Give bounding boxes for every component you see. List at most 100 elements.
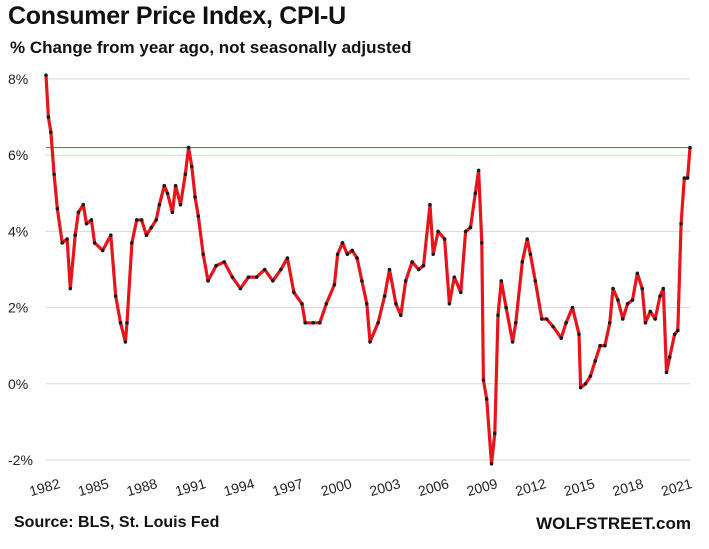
data-point (246, 275, 251, 279)
data-point (178, 202, 183, 207)
data-point (81, 202, 86, 207)
x-tick-label: 2006 (416, 475, 451, 499)
data-point (648, 309, 653, 314)
data-point (360, 279, 364, 283)
data-point (303, 321, 308, 325)
data-point (311, 321, 316, 325)
data-point (335, 252, 340, 257)
data-point (190, 164, 194, 169)
x-tick-label: 2015 (562, 475, 597, 499)
chart-title: Consumer Price Index, CPI-U (8, 2, 346, 30)
x-tick-label: 2012 (513, 475, 548, 499)
data-point (481, 378, 486, 382)
y-tick-label: 0% (8, 376, 28, 392)
data-point (436, 229, 440, 234)
data-point (499, 279, 504, 283)
data-point (458, 290, 463, 295)
data-point (92, 241, 97, 245)
chart-subtitle: % Change from year ago, not seasonally a… (10, 38, 412, 57)
data-point (65, 237, 69, 241)
data-point (410, 260, 414, 264)
data-point (661, 286, 666, 291)
data-point (442, 237, 447, 241)
data-point (528, 252, 533, 257)
x-tick-label: 1982 (27, 475, 62, 499)
data-point (480, 241, 484, 245)
data-point (625, 301, 630, 306)
data-point (616, 298, 620, 302)
data-point (340, 241, 345, 245)
data-point (100, 248, 105, 253)
data-point (682, 176, 687, 180)
data-point (520, 260, 525, 264)
data-point (355, 256, 359, 260)
data-point (484, 397, 489, 401)
y-tick-label: 2% (8, 300, 28, 316)
data-point (676, 328, 680, 333)
data-point (254, 275, 259, 279)
data-point (403, 279, 408, 283)
data-point (73, 233, 77, 238)
data-point (630, 298, 635, 302)
y-axis-ticks: -2% 0% 2% 4% 6% 8% (8, 71, 33, 468)
data-point (157, 202, 162, 207)
data-point (125, 321, 129, 325)
data-point (183, 172, 188, 177)
data-point (76, 210, 81, 215)
data-point (679, 221, 683, 226)
data-point (144, 233, 149, 238)
data-point (292, 290, 296, 295)
data-point (492, 431, 497, 436)
data-point (214, 263, 218, 268)
data-point (318, 321, 322, 325)
data-point (193, 195, 197, 199)
x-tick-label: 2018 (611, 475, 646, 499)
data-point (300, 301, 304, 306)
data-point (640, 286, 645, 291)
series-line-cpi-u (44, 75, 692, 466)
data-point (489, 462, 494, 466)
data-point (653, 317, 657, 321)
data-point (324, 301, 329, 306)
data-point (376, 321, 380, 325)
x-tick-label: 2000 (319, 475, 354, 499)
data-point (428, 202, 432, 207)
x-tick-label: 2021 (659, 475, 694, 499)
data-point (89, 218, 94, 222)
data-point (109, 233, 113, 238)
data-point (559, 336, 563, 340)
data-point (416, 267, 421, 272)
data-point (688, 145, 692, 150)
data-point (350, 248, 355, 253)
data-point (49, 130, 53, 135)
data-point (387, 267, 392, 272)
data-point (608, 321, 612, 325)
data-point (463, 229, 468, 234)
data-point (447, 301, 452, 306)
data-point (551, 324, 555, 329)
x-tick-label: 1988 (125, 475, 160, 499)
series-markers (44, 73, 692, 466)
data-point (570, 305, 575, 310)
data-point (510, 340, 515, 344)
data-point (578, 385, 583, 390)
data-point (643, 321, 648, 325)
data-point (170, 210, 175, 215)
data-point (476, 168, 481, 173)
data-point (238, 286, 243, 291)
source-note: Source: BLS, St. Louis Fed (14, 514, 220, 531)
x-tick-label: 1985 (76, 475, 111, 499)
data-point (583, 382, 588, 386)
data-point (394, 301, 398, 306)
y-tick-label: 4% (8, 223, 28, 239)
data-point (564, 321, 568, 325)
data-point (130, 241, 134, 245)
data-point (173, 183, 178, 188)
data-point (118, 321, 123, 325)
data-point (149, 225, 154, 230)
data-point (52, 172, 56, 177)
data-point (667, 355, 672, 359)
x-axis-ticks: 1982 1985 1988 1991 1994 1997 2000 2003 2006 2009… (27, 475, 693, 499)
data-point (603, 343, 607, 348)
